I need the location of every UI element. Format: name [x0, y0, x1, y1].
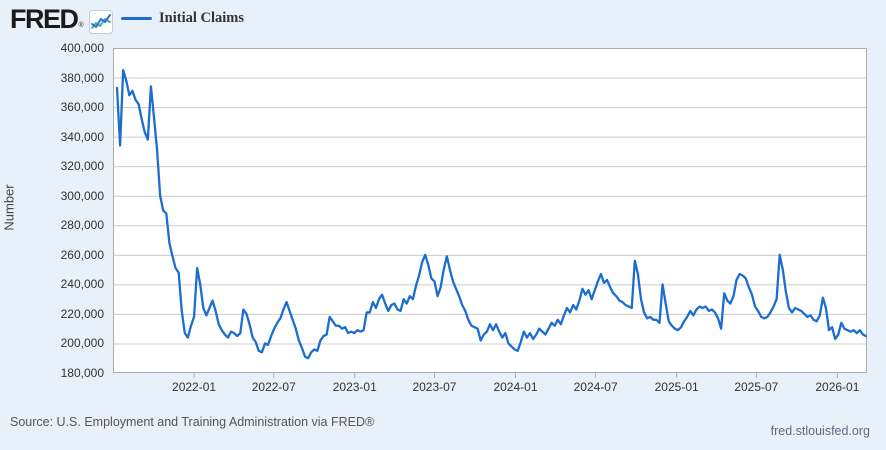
legend-label: Initial Claims: [159, 10, 244, 26]
chart-canvas: [113, 48, 868, 378]
x-tick-label: 2026-01: [815, 380, 860, 394]
y-tick-label: 260,000: [60, 247, 104, 262]
x-tick-label: 2023-07: [412, 380, 457, 394]
y-tick-label: 320,000: [60, 159, 104, 174]
initial-claims-series-line: [115, 69, 868, 360]
x-tick-label: 2022-01: [172, 380, 217, 394]
x-tick-label: 2024-01: [493, 380, 538, 394]
y-tick-label: 240,000: [60, 277, 104, 292]
x-tick-label: 2022-07: [251, 380, 296, 394]
y-tick-label: 340,000: [60, 129, 104, 144]
fred-logo: FRED ®: [10, 6, 113, 39]
y-axis-title: Number: [1, 184, 17, 231]
y-tick-label: 300,000: [60, 188, 104, 203]
legend-line-swatch: [121, 17, 152, 20]
plot-area[interactable]: [113, 48, 868, 389]
x-tick-label: 2025-07: [734, 380, 779, 394]
plot-border: [113, 48, 867, 373]
x-tick-label: 2025-01: [654, 380, 699, 394]
y-tick-label: 360,000: [60, 100, 104, 115]
y-tick-label: 400,000: [60, 41, 104, 55]
fred-site-link[interactable]: fred.stlouisfed.org: [770, 424, 870, 438]
source-attribution: Source: U.S. Employment and Training Adm…: [10, 415, 375, 429]
x-tick-label: 2024-07: [573, 380, 618, 394]
y-tick-label: 220,000: [60, 306, 104, 321]
y-tick-label: 380,000: [60, 70, 104, 85]
fred-sparkline-icon: [88, 10, 113, 39]
y-tick-label: 200,000: [60, 336, 104, 351]
legend[interactable]: Initial Claims: [121, 10, 244, 27]
registered-trademark: ®: [78, 22, 84, 29]
y-tick-label: 180,000: [60, 366, 104, 380]
y-tick-label: 280,000: [60, 218, 104, 233]
fred-logo-text: FRED: [10, 4, 79, 34]
x-tick-label: 2023-01: [332, 380, 377, 394]
